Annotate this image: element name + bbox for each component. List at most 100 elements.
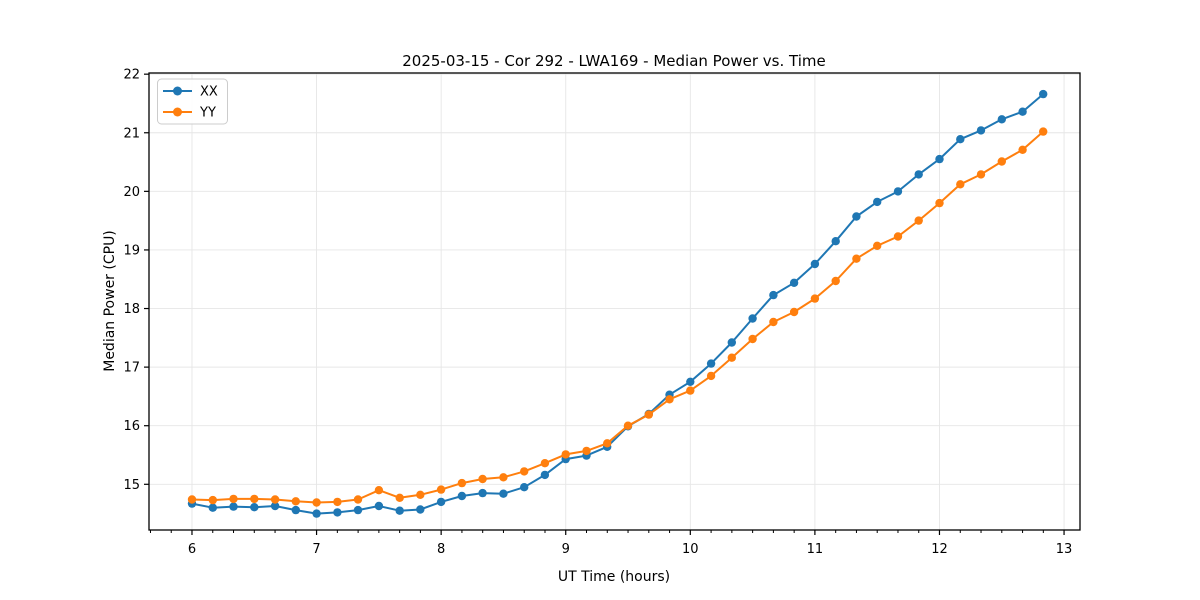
plot-frame — [148, 72, 1081, 531]
data-point-yy — [353, 495, 363, 504]
y-tick-label: 22 — [123, 68, 140, 83]
legend-label-xx: XX — [200, 85, 218, 100]
data-point-yy — [312, 498, 321, 507]
data-point-xx — [873, 197, 882, 207]
data-point-yy — [789, 307, 799, 317]
data-point-xx — [291, 505, 300, 515]
data-point-xx — [208, 503, 217, 512]
data-point-xx — [686, 377, 695, 386]
data-point-xx — [520, 483, 529, 492]
series-line-yy — [191, 130, 1044, 504]
data-point-xx — [748, 314, 757, 323]
data-point-yy — [706, 371, 716, 381]
data-point-xx — [935, 154, 944, 164]
series-line-xx — [191, 93, 1044, 515]
y-tick-label: 18 — [123, 302, 140, 317]
legend-sample-marker-xx — [173, 86, 182, 96]
data-point-yy — [769, 317, 778, 327]
data-point-yy — [623, 421, 633, 430]
data-point-yy — [603, 439, 612, 448]
data-point-yy — [935, 198, 944, 208]
data-point-xx — [416, 505, 425, 514]
data-point-yy — [499, 473, 508, 482]
data-point-xx — [478, 488, 487, 498]
x-axis-label: UT Time (hours) — [558, 569, 670, 585]
data-point-xx — [312, 509, 321, 518]
data-point-yy — [873, 241, 882, 250]
data-point-yy — [997, 157, 1006, 166]
y-tick-label: 19 — [123, 243, 140, 258]
x-tick-label: 10 — [682, 542, 699, 557]
chart-title: 2025-03-15 - Cor 292 - LWA169 - Median P… — [402, 52, 826, 70]
grid-lines — [149, 73, 1080, 530]
data-point-yy — [395, 493, 404, 502]
data-point-xx — [333, 508, 342, 517]
y-tick-label: 15 — [123, 478, 140, 493]
x-tick-label: 9 — [562, 542, 570, 557]
data-point-yy — [561, 450, 570, 459]
data-point-xx — [250, 503, 259, 512]
data-series — [187, 89, 1048, 518]
data-point-yy — [436, 485, 446, 494]
tick-labels: 6 7 8 9 10 11 12 13 15 16 17 18 19 20 21 22 — [123, 68, 1072, 557]
data-point-xx — [997, 115, 1006, 124]
y-tick-label: 21 — [123, 126, 140, 141]
data-point-xx — [893, 187, 903, 196]
data-point-yy — [520, 467, 529, 476]
data-point-xx — [1039, 89, 1048, 99]
data-point-yy — [229, 494, 238, 504]
data-point-yy — [914, 216, 923, 225]
axes-frame — [148, 72, 1081, 531]
legend-sample-marker-yy — [173, 107, 182, 117]
data-point-yy — [852, 254, 861, 263]
data-point-yy — [270, 495, 280, 504]
y-tick-label: 20 — [123, 185, 140, 200]
x-tick-label: 12 — [931, 542, 948, 557]
data-point-yy — [686, 386, 695, 395]
data-point-yy — [540, 459, 550, 468]
legend-label-yy: YY — [199, 106, 216, 121]
data-point-yy — [333, 497, 342, 507]
data-point-xx — [727, 338, 736, 347]
data-point-yy — [976, 170, 986, 179]
data-point-yy — [727, 353, 736, 362]
data-point-yy — [1018, 145, 1027, 154]
data-point-xx — [353, 505, 363, 515]
data-point-xx — [229, 502, 238, 511]
data-point-xx — [540, 470, 550, 480]
data-point-xx — [499, 489, 508, 498]
data-point-yy — [250, 494, 259, 504]
y-tick-label: 16 — [123, 419, 140, 434]
data-point-xx — [395, 506, 404, 515]
data-point-yy — [748, 334, 757, 344]
data-point-xx — [831, 237, 840, 246]
y-tick-label: 17 — [123, 361, 140, 376]
data-point-yy — [582, 446, 591, 456]
data-point-yy — [187, 495, 197, 504]
axis-ticks — [144, 73, 1065, 535]
data-point-xx — [852, 212, 861, 221]
data-point-xx — [810, 259, 820, 269]
legend: XX YY — [157, 78, 228, 125]
data-point-xx — [769, 290, 778, 300]
data-point-xx — [706, 359, 716, 368]
data-point-yy — [810, 294, 820, 303]
data-point-xx — [976, 126, 986, 135]
data-point-xx — [914, 170, 923, 179]
data-point-yy — [831, 276, 840, 286]
data-point-xx — [1018, 107, 1027, 116]
data-point-yy — [457, 478, 467, 488]
x-tick-label: 11 — [807, 542, 824, 557]
data-point-yy — [478, 474, 487, 484]
data-point-yy — [416, 490, 425, 499]
x-tick-label: 13 — [1056, 542, 1073, 557]
data-point-yy — [374, 486, 384, 495]
x-tick-label: 6 — [188, 542, 196, 557]
data-point-xx — [436, 497, 446, 507]
data-point-xx — [457, 491, 467, 501]
data-point-yy — [208, 495, 217, 505]
data-point-yy — [291, 497, 300, 506]
data-point-yy — [665, 395, 674, 404]
